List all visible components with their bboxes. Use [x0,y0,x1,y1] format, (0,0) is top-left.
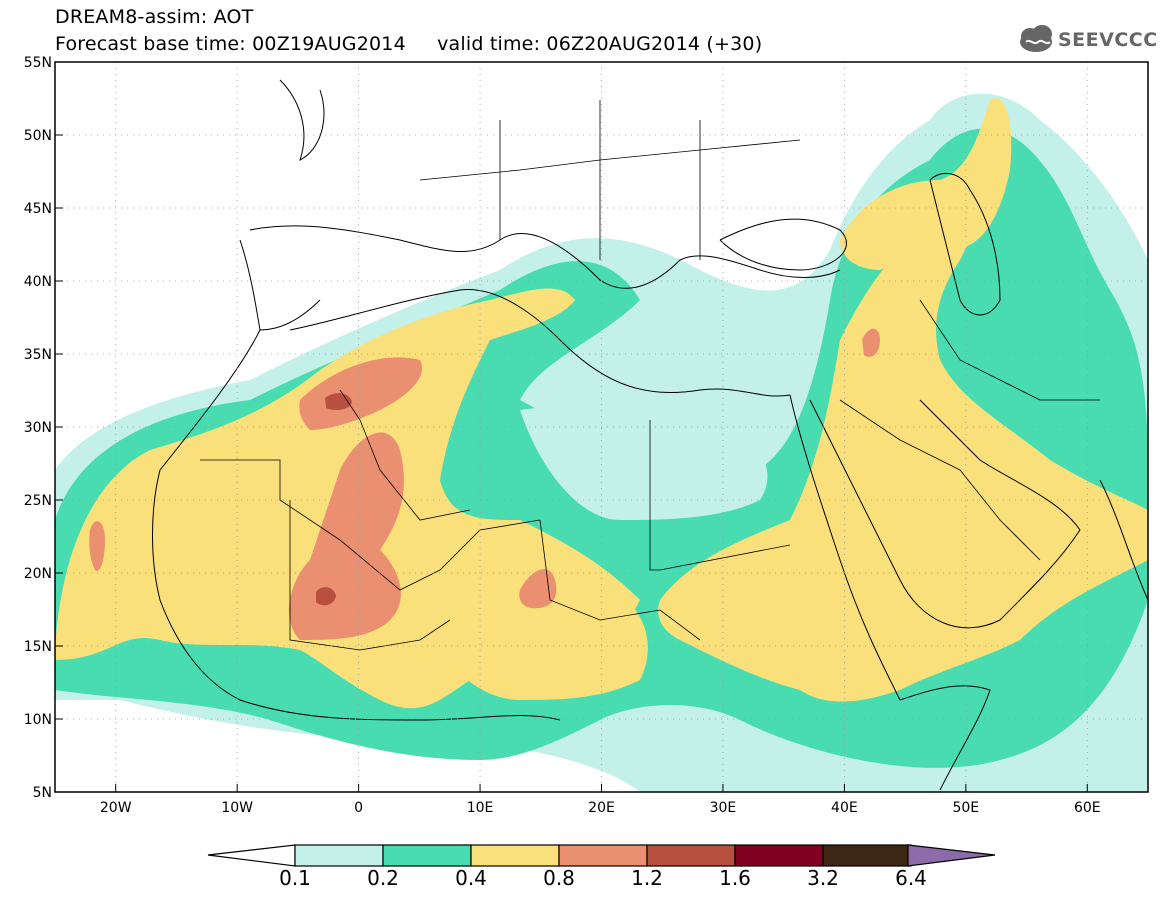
colorbar-label-3.2: 3.2 [807,866,839,890]
lat-tick-50N: 50N [24,128,52,144]
border-europe-1 [419,139,801,181]
border-sudan [539,519,701,641]
lat-tick-35N: 35N [24,347,52,363]
coast-caspian [929,172,1001,316]
lat-tick-20N: 20N [24,566,52,582]
colorbar-box-1.2 [646,844,736,867]
colorbar-label-0.8: 0.8 [543,866,575,890]
aot-contour-0.8-central [289,432,404,640]
aot-contour-0.8-mauritania [89,521,105,571]
colorbar-box-0.1 [294,844,384,867]
border-sahara-2 [339,389,471,521]
cloud-icon [1020,25,1052,52]
lat-tick-5N: 5N [33,785,52,801]
valid-time: valid time: 06Z20AUG2014 (+30) [437,33,763,55]
coast-india [1099,479,1148,601]
aot-contour-0.8-west [299,357,422,430]
colorbar-box-1.6 [734,844,824,867]
gridlines [55,62,1148,792]
lat-tick-45N: 45N [24,201,52,217]
aot-contour-0.4-east [658,115,1148,702]
lat-tick-40N: 40N [24,274,52,290]
aot-contour-0.4-north [840,98,1012,270]
aot-contour-0.8-iraq [862,328,880,357]
border-iran [919,299,1100,401]
coast-west-africa [152,329,561,721]
colorbar-label-0.1: 0.1 [279,866,311,890]
border-europe-2 [499,100,701,260]
aot-field [55,93,1148,792]
coast-europe [249,225,841,289]
lon-tick-20W: 20W [100,800,132,816]
lon-tick-10E: 10E [467,800,494,816]
aot-contour-0.4-central [440,569,648,700]
colorbar-box-0.8 [558,844,648,867]
lon-tick-40E: 40E [831,800,858,816]
colorbar-label-1.2: 1.2 [631,866,663,890]
lat-tick-labels: 55N 50N 45N 40N 35N 30N 25N 20N 15N 10N 5N [24,55,63,801]
colorbar-box-0.2 [382,844,472,867]
lon-tick-50E: 50E [952,800,979,816]
border-arabia [839,399,1041,561]
aot-contour-1.2-b [316,587,336,606]
border-mali [289,500,451,651]
lon-tick-30E: 30E [710,800,737,816]
colorbar-label-0.2: 0.2 [367,866,399,890]
lat-tick-25N: 25N [24,493,52,509]
colorbar-over-arrow [907,844,996,867]
lat-tick-55N: 55N [24,55,52,71]
border-sahara-1 [200,459,541,591]
colorbar-label-1.6: 1.6 [719,866,751,890]
coastlines [152,79,1148,791]
logo-text: SEEVCCC [1058,29,1158,51]
map-title: DREAM8-assim: AOT [55,6,254,28]
border-libya-egypt [649,420,791,571]
colorbar-box-0.4 [470,844,560,867]
lon-tick-60E: 60E [1074,800,1101,816]
forecast-times: Forecast base time: 00Z19AUG2014 valid t… [55,33,762,55]
lon-tick-labels: 20W 10W 0 10E 20E 30E 40E 50E 60E [100,784,1101,816]
coast-iberia [239,239,321,331]
aot-contour-0.1-inner [520,407,768,520]
lat-tick-10N: 10N [24,712,52,728]
colorbar [207,844,996,867]
lat-tick-30N: 30N [24,420,52,436]
lon-tick-10W: 10W [221,800,253,816]
coast-horn-africa [899,685,991,791]
lon-tick-0: 0 [354,800,363,816]
coast-red-sea [789,394,901,701]
colorbar-label-0.4: 0.4 [455,866,487,890]
colorbar-box-3.2 [822,844,912,867]
colorbar-under-arrow [207,844,296,867]
coast-north-africa [289,289,791,397]
coast-arabia [809,399,1081,629]
lon-tick-20E: 20E [588,800,615,816]
coast-black-sea [719,218,847,271]
colorbar-label-6.4: 6.4 [895,866,927,890]
coast-britain [279,79,325,161]
borders [200,100,1100,651]
lat-tick-15N: 15N [24,639,52,655]
base-time: Forecast base time: 00Z19AUG2014 [55,33,406,55]
